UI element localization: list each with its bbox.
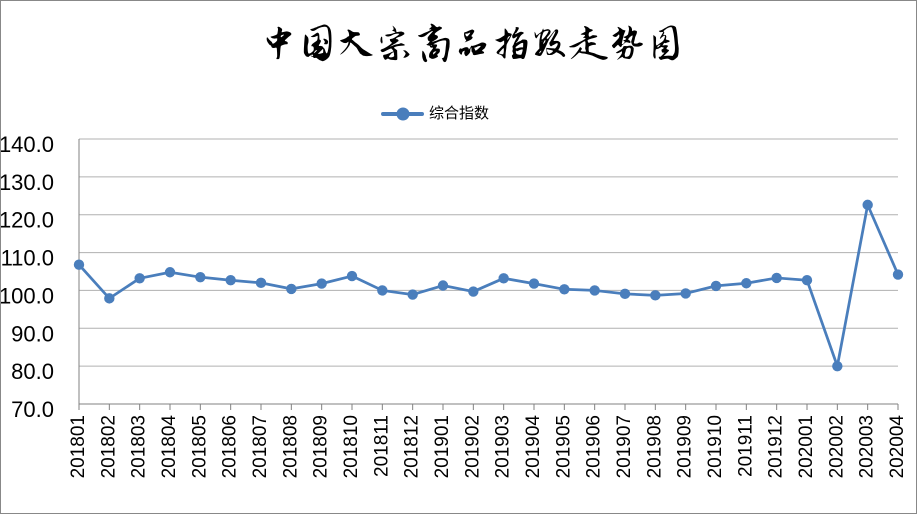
svg-text:201912: 201912 (766, 415, 787, 478)
svg-text:140.0: 140.0 (1, 132, 54, 157)
svg-text:201904: 201904 (523, 415, 544, 479)
svg-text:201808: 201808 (280, 415, 301, 478)
svg-text:201906: 201906 (584, 415, 605, 478)
svg-text:100.0: 100.0 (1, 283, 54, 308)
svg-text:120.0: 120.0 (1, 208, 54, 233)
svg-text:201908: 201908 (644, 415, 665, 478)
svg-text:201905: 201905 (553, 415, 574, 478)
svg-text:201910: 201910 (705, 415, 726, 478)
svg-text:201810: 201810 (341, 415, 362, 478)
svg-text:201806: 201806 (220, 415, 241, 478)
svg-text:201901: 201901 (432, 415, 453, 478)
svg-text:80.0: 80.0 (11, 359, 54, 384)
svg-text:201807: 201807 (250, 415, 271, 478)
svg-text:201811: 201811 (371, 415, 392, 477)
svg-text:202002: 202002 (826, 415, 847, 478)
svg-text:130.0: 130.0 (1, 170, 54, 195)
svg-text:201801: 201801 (68, 415, 89, 478)
svg-text:201809: 201809 (311, 415, 332, 478)
svg-text:90.0: 90.0 (11, 321, 54, 346)
svg-text:201907: 201907 (614, 415, 635, 478)
svg-text:201909: 201909 (675, 415, 696, 478)
svg-text:201802: 201802 (98, 415, 119, 478)
svg-text:70.0: 70.0 (11, 397, 54, 422)
svg-text:110.0: 110.0 (1, 246, 54, 271)
svg-text:201902: 201902 (462, 415, 483, 478)
svg-text:201805: 201805 (189, 415, 210, 478)
svg-text:201804: 201804 (159, 415, 180, 479)
svg-text:202003: 202003 (857, 415, 878, 478)
svg-text:202004: 202004 (887, 415, 908, 479)
svg-text:201812: 201812 (402, 415, 423, 478)
svg-text:201803: 201803 (129, 415, 150, 478)
svg-text:202001: 202001 (796, 415, 817, 478)
svg-text:201903: 201903 (493, 415, 514, 478)
svg-text:201911: 201911 (735, 415, 756, 477)
